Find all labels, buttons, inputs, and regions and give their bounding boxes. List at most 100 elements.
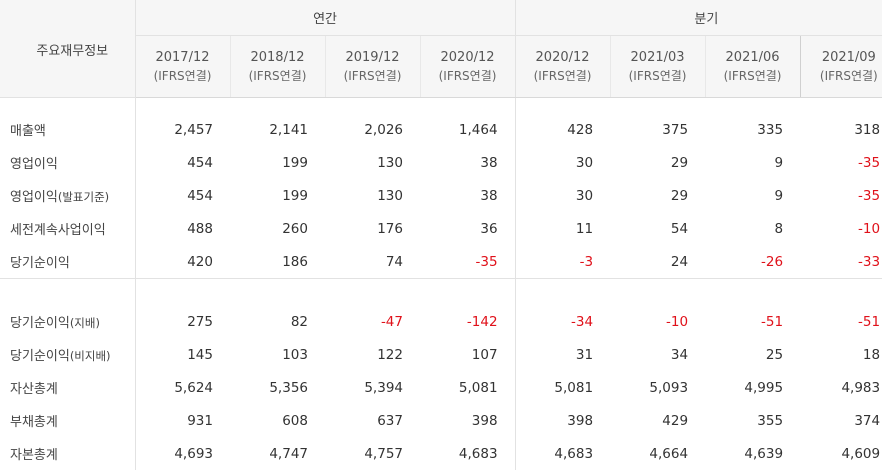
value-cell: 186 — [282, 253, 308, 270]
row-label-suffix: (지배) — [69, 316, 100, 330]
value-cell: 30 — [575, 187, 594, 204]
table-row: 자산총계 5,624 5,356 5,394 5,081 5,081 5,093 4,995 4… — [0, 371, 882, 404]
value-cell: 4,683 — [554, 445, 594, 462]
value-cell: 5,081 — [554, 379, 594, 396]
period-basis: (IFRS연결) — [723, 68, 782, 83]
period-header: 2021/09 (IFRS연결) — [799, 35, 882, 98]
value-cell: 2,141 — [269, 121, 308, 138]
value-cell: -51 — [858, 313, 881, 330]
period-label: 2020/12 — [535, 49, 590, 65]
period-label: 2021/09 — [821, 49, 876, 65]
value-cell: 9 — [774, 187, 784, 204]
value-cell: 31 — [575, 346, 594, 363]
value-cell: 130 — [377, 154, 403, 171]
value-cell: -10 — [665, 313, 689, 330]
value-cell: 637 — [377, 412, 403, 429]
spacer-row — [0, 97, 882, 113]
value-cell: 260 — [282, 220, 308, 237]
period-label: 2017/12 — [155, 49, 210, 65]
value-cell: 29 — [670, 154, 689, 171]
value-cell: -34 — [570, 313, 594, 330]
row-label: 자본총계 — [0, 437, 136, 470]
value-cell: -142 — [420, 305, 516, 338]
value-cell: 4,683 — [420, 437, 516, 470]
value-cell: 454 — [187, 187, 213, 204]
row-label-text: 매출액 — [10, 124, 46, 139]
table-row: 세전계속사업이익 488 260 176 36 11 54 8 -10 — [0, 212, 882, 245]
value-cell: 30 — [575, 154, 594, 171]
value-cell: 4,747 — [269, 445, 308, 462]
value-cell: 4,609 — [841, 445, 881, 462]
row-label-text: 부채총계 — [10, 415, 58, 430]
value-cell: 428 — [567, 121, 594, 138]
value-cell: 398 — [420, 404, 516, 437]
row-label-text: 자본총계 — [10, 448, 58, 463]
value-cell: 5,624 — [174, 379, 213, 396]
period-basis: (IFRS연결) — [248, 68, 307, 83]
value-cell: -33 — [858, 253, 881, 270]
period-label: 2019/12 — [345, 49, 400, 65]
value-cell: 4,664 — [649, 445, 689, 462]
value-cell: 608 — [282, 412, 308, 429]
value-cell: 36 — [420, 212, 516, 245]
value-cell: 5,356 — [269, 379, 308, 396]
period-basis: (IFRS연결) — [438, 68, 497, 83]
value-cell: -26 — [760, 253, 784, 270]
section-divider — [0, 278, 882, 305]
value-cell: 38 — [420, 146, 516, 179]
table-row: 매출액 2,457 2,141 2,026 1,464 428 375 335 318 — [0, 113, 882, 146]
row-label: 부채총계 — [0, 404, 136, 437]
value-cell: 54 — [670, 220, 689, 237]
value-cell: 374 — [854, 412, 881, 429]
value-cell: 931 — [187, 412, 213, 429]
value-cell: 355 — [757, 412, 784, 429]
value-cell: 9 — [774, 154, 784, 171]
value-cell: 8 — [774, 220, 784, 237]
value-cell: 4,995 — [744, 379, 784, 396]
value-cell: 5,394 — [364, 379, 403, 396]
row-label: 자산총계 — [0, 371, 136, 404]
period-label: 2020/12 — [440, 49, 495, 65]
value-cell: 375 — [662, 121, 689, 138]
period-header: 2020/12 (IFRS연결) — [419, 35, 516, 98]
value-cell: -3 — [579, 253, 594, 270]
value-cell: 24 — [670, 253, 689, 270]
period-basis: (IFRS연결) — [628, 68, 687, 83]
value-cell: 5,081 — [420, 371, 516, 404]
value-cell: -10 — [858, 220, 881, 237]
period-header: 2021/06 (IFRS연결) — [704, 35, 801, 98]
value-cell: 488 — [187, 220, 213, 237]
period-basis: (IFRS연결) — [153, 68, 212, 83]
value-cell: -35 — [858, 187, 881, 204]
row-label: 세전계속사업이익 — [0, 212, 136, 245]
period-header: 2018/12 (IFRS연결) — [229, 35, 325, 98]
value-cell: 2,026 — [364, 121, 403, 138]
value-cell: 176 — [377, 220, 403, 237]
period-header: 2017/12 (IFRS연결) — [135, 35, 230, 98]
value-cell: 25 — [765, 346, 784, 363]
value-cell: -51 — [760, 313, 784, 330]
row-label: 당기순이익(지배) — [0, 305, 136, 338]
table-row: 영업이익(발표기준) 454 199 130 38 30 29 9 -35 — [0, 179, 882, 212]
group-annual-header: 연간 — [135, 0, 516, 36]
value-cell: 74 — [385, 253, 403, 270]
value-cell: 4,983 — [841, 379, 881, 396]
value-cell: 275 — [187, 313, 213, 330]
value-cell: -35 — [420, 245, 516, 279]
row-label-text: 영업이익 — [10, 157, 58, 172]
period-label: 2018/12 — [250, 49, 305, 65]
row-label: 당기순이익(비지배) — [0, 338, 136, 371]
table-title: 주요재무정보 — [0, 0, 136, 98]
row-label-suffix: (비지배) — [69, 349, 111, 363]
value-cell: 318 — [854, 121, 881, 138]
value-cell: 38 — [420, 179, 516, 212]
period-basis: (IFRS연결) — [819, 68, 878, 83]
value-cell: 145 — [187, 346, 213, 363]
value-cell: 199 — [282, 154, 308, 171]
value-cell: 199 — [282, 187, 308, 204]
value-cell: 398 — [567, 412, 594, 429]
value-cell: 4,693 — [174, 445, 213, 462]
value-cell: 4,757 — [364, 445, 403, 462]
value-cell: 29 — [670, 187, 689, 204]
period-basis: (IFRS연결) — [343, 68, 402, 83]
